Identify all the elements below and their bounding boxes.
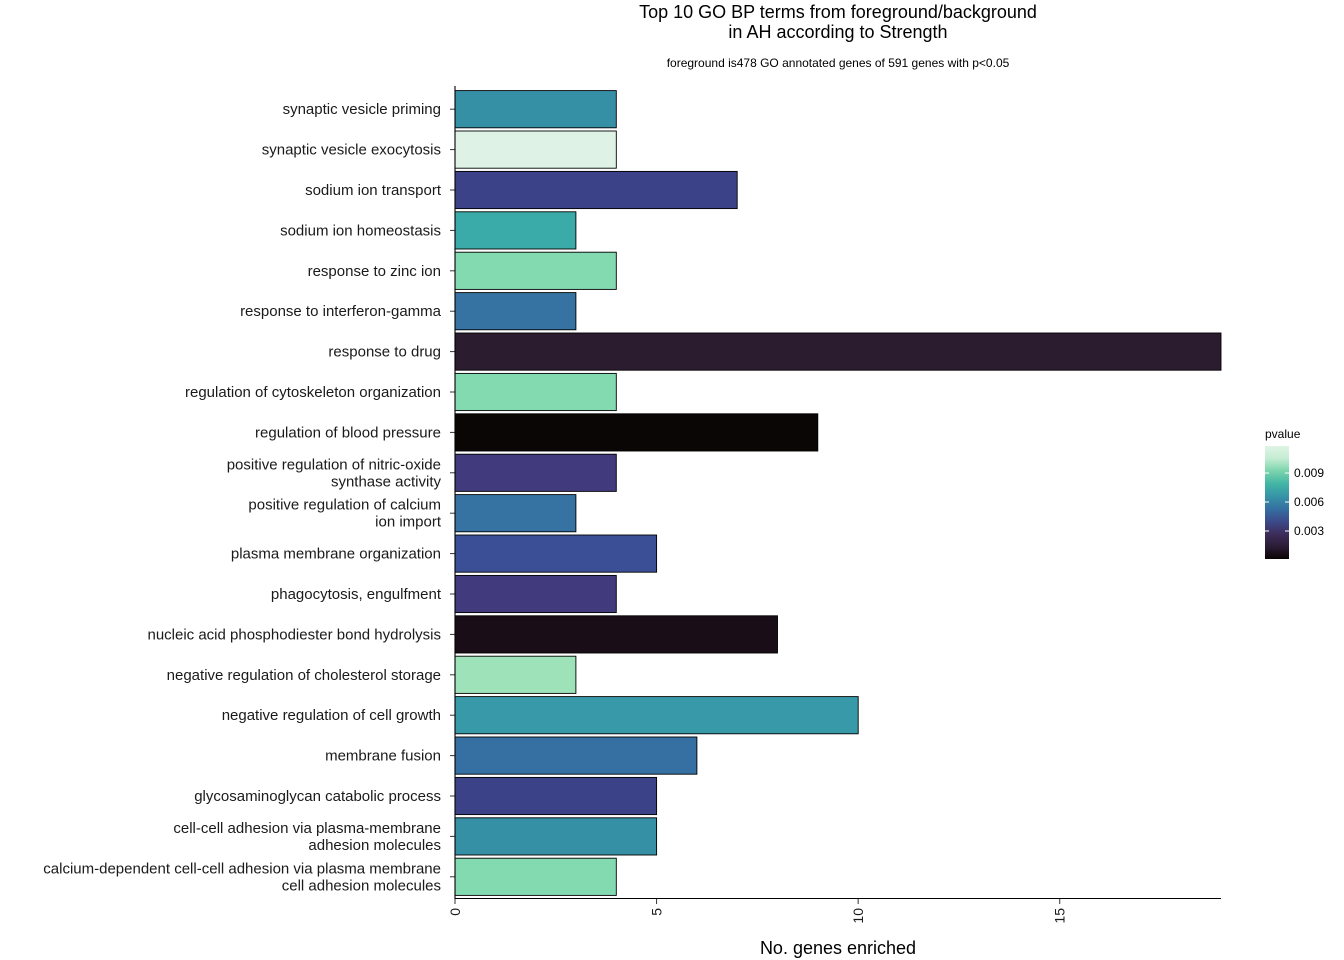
legend-label: 0.003 [1294, 524, 1324, 538]
bar [454, 615, 778, 654]
bar [454, 817, 658, 856]
x-tick-label: 5 [649, 908, 665, 916]
legend-label: 0.006 [1294, 495, 1324, 509]
bar [454, 736, 698, 775]
bar [454, 413, 819, 452]
bar-group [454, 90, 1222, 896]
category-label: positive regulation of nitric-oxide [227, 456, 441, 473]
category-label: response to drug [328, 344, 441, 361]
bar [454, 292, 577, 331]
bar [454, 170, 738, 210]
bar [454, 574, 617, 614]
category-label: calcium-dependent cell-cell adhesion via… [43, 860, 441, 877]
category-label: response to interferon-gamma [240, 303, 442, 320]
category-label: sodium ion transport [305, 182, 442, 199]
bar [454, 696, 859, 735]
category-label: plasma membrane organization [231, 546, 441, 563]
category-label: synaptic vesicle exocytosis [262, 142, 441, 159]
category-label: regulation of blood pressure [255, 424, 441, 441]
category-label: membrane fusion [325, 748, 441, 765]
bar [454, 494, 577, 533]
x-tick-label: 10 [850, 908, 866, 924]
category-label: phagocytosis, engulfment [271, 586, 442, 603]
category-label: synthase activity [331, 473, 442, 490]
x-tick-label: 0 [447, 908, 463, 916]
category-label: adhesion molecules [308, 837, 441, 854]
bar [454, 372, 617, 412]
category-label: glycosaminoglycan catabolic process [194, 788, 441, 805]
bar [454, 776, 658, 816]
category-labels: synaptic vesicle priming synaptic vesicle… [43, 101, 455, 894]
legend-title: pvalue [1265, 427, 1301, 441]
category-label: nucleic acid phosphodiester bond hydroly… [147, 626, 441, 643]
category-label: regulation of cytoskeleton organization [185, 384, 441, 401]
x-axis-title: No. genes enriched [760, 938, 916, 958]
bar [454, 130, 617, 169]
x-tick-label: 15 [1052, 908, 1068, 924]
chart-title-line1: Top 10 GO BP terms from foreground/backg… [639, 2, 1037, 22]
legend-label: 0.009 [1294, 466, 1324, 480]
category-label: cell adhesion molecules [282, 877, 441, 894]
bar [454, 251, 617, 290]
x-axis: 0 5 10 15 [447, 897, 1221, 924]
category-label: response to zinc ion [308, 263, 441, 280]
chart-subtitle: foreground is478 GO annotated genes of 5… [667, 56, 1010, 70]
bar [454, 453, 617, 492]
chart-title-line2: in AH according to Strength [728, 22, 947, 42]
bar [454, 534, 658, 573]
category-label: synaptic vesicle priming [283, 101, 441, 118]
bar [454, 655, 577, 694]
bar [454, 857, 617, 896]
bar [454, 211, 577, 250]
category-label: cell-cell adhesion via plasma-membrane [173, 820, 441, 837]
category-label: negative regulation of cell growth [222, 707, 441, 724]
bar [454, 90, 617, 129]
legend: pvalue 0.009 0.006 0.003 [1265, 427, 1324, 559]
category-label: positive regulation of calcium [248, 497, 441, 514]
category-label: sodium ion homeostasis [280, 222, 441, 239]
bar [454, 332, 1222, 371]
category-label: ion import [375, 514, 442, 531]
category-label: negative regulation of cholesterol stora… [167, 667, 441, 684]
